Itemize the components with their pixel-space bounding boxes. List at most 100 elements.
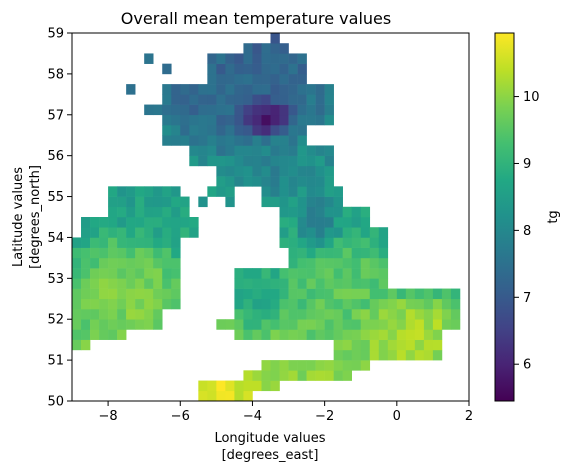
heatmap-cell [207,380,217,392]
heatmap-cell [162,104,172,116]
heatmap-cell [252,104,262,116]
heatmap-cell [117,237,127,248]
heatmap-cell [270,104,280,116]
heatmap-cell [270,176,280,187]
heatmap-cell [306,217,316,228]
heatmap-cell [369,227,380,238]
heatmap-cell [279,360,289,371]
x-tick-label: 2 [465,409,473,424]
heatmap-cell [216,53,226,64]
heatmap-cell [252,63,262,75]
heatmap-cell [99,288,109,300]
heatmap-cell [324,94,334,105]
heatmap-cell [171,94,181,105]
heatmap-cell [225,380,235,392]
heatmap-cell [198,196,208,208]
heatmap-cell [405,329,416,340]
heatmap-cell [387,339,398,351]
heatmap-cells [72,33,461,402]
heatmap-cell [342,370,352,381]
heatmap-cell [351,278,362,289]
heatmap-cell [297,257,307,269]
heatmap-cell [162,206,172,218]
heatmap-cell [441,319,452,330]
heatmap-cell [270,370,280,381]
heatmap-cell [405,339,416,351]
heatmap-cell [180,217,190,228]
heatmap-cell [387,309,398,320]
heatmap-cell [396,319,407,330]
heatmap-cell [279,309,289,320]
heatmap-cell [288,104,298,116]
heatmap-cell [324,268,334,279]
heatmap-cell [315,217,325,228]
heatmap-cell [234,73,244,85]
heatmap-cell [234,319,244,330]
heatmap-cell [180,196,190,208]
heatmap-cell [243,309,253,320]
heatmap-cell [279,155,289,167]
heatmap-cell [261,104,271,116]
heatmap-cell [297,196,307,208]
heatmap-cell [333,298,343,310]
heatmap-cell [342,298,352,310]
heatmap-cell [270,268,280,279]
heatmap-cell [216,165,226,177]
heatmap-cell [243,73,253,85]
heatmap-cell [207,125,217,136]
heatmap-cell [333,217,343,228]
heatmap-cell [306,114,316,126]
heatmap-cell [135,319,145,330]
heatmap-cell [144,298,154,310]
heatmap-cell [216,135,226,146]
heatmap-cell [378,319,389,330]
heatmap-cell [369,339,380,351]
heatmap-cell [189,84,199,95]
chart-title: Overall mean temperature values [121,9,391,28]
heatmap-cell [306,370,316,381]
heatmap-cell [162,114,172,126]
heatmap-cell [288,155,298,167]
heatmap-cell [117,298,127,310]
heatmap-cell [360,309,371,320]
heatmap-cell [378,268,389,279]
heatmap-cell [153,298,163,310]
heatmap-cell [261,380,271,392]
heatmap-cell [288,360,298,371]
heatmap-cell [153,257,163,269]
x-tick-label: −8 [99,409,118,424]
heatmap-cell [324,145,334,156]
heatmap-cell [288,370,298,381]
heatmap-cell [324,206,334,218]
heatmap-cell [297,360,307,371]
heatmap-cell [315,145,325,156]
heatmap-cell [225,135,235,146]
heatmap-cell [315,329,325,340]
heatmap-cell [270,73,280,85]
heatmap-cell [252,319,262,330]
heatmap-cell [234,288,244,300]
heatmap-cell [252,298,262,310]
heatmap-cell [333,227,343,238]
heatmap-cell [207,390,217,402]
heatmap-cell [99,329,109,340]
heatmap-cell [306,309,316,320]
heatmap-cell [405,298,416,310]
heatmap-cell [198,390,208,402]
heatmap-cell [252,53,262,64]
heatmap-cell [324,257,334,269]
heatmap-cell [279,104,289,116]
heatmap-cell [450,288,461,300]
heatmap-cell [261,329,271,340]
heatmap-cell [117,329,127,340]
heatmap-cell [252,155,262,167]
heatmap-cell [261,288,271,300]
heatmap-cell [243,278,253,289]
heatmap-cell [315,94,325,105]
heatmap-cell [333,247,343,259]
heatmap-cell [126,257,136,269]
heatmap-cell [252,165,262,177]
heatmap-cell [306,145,316,156]
heatmap-cell [279,217,289,228]
heatmap-cell [126,206,136,218]
